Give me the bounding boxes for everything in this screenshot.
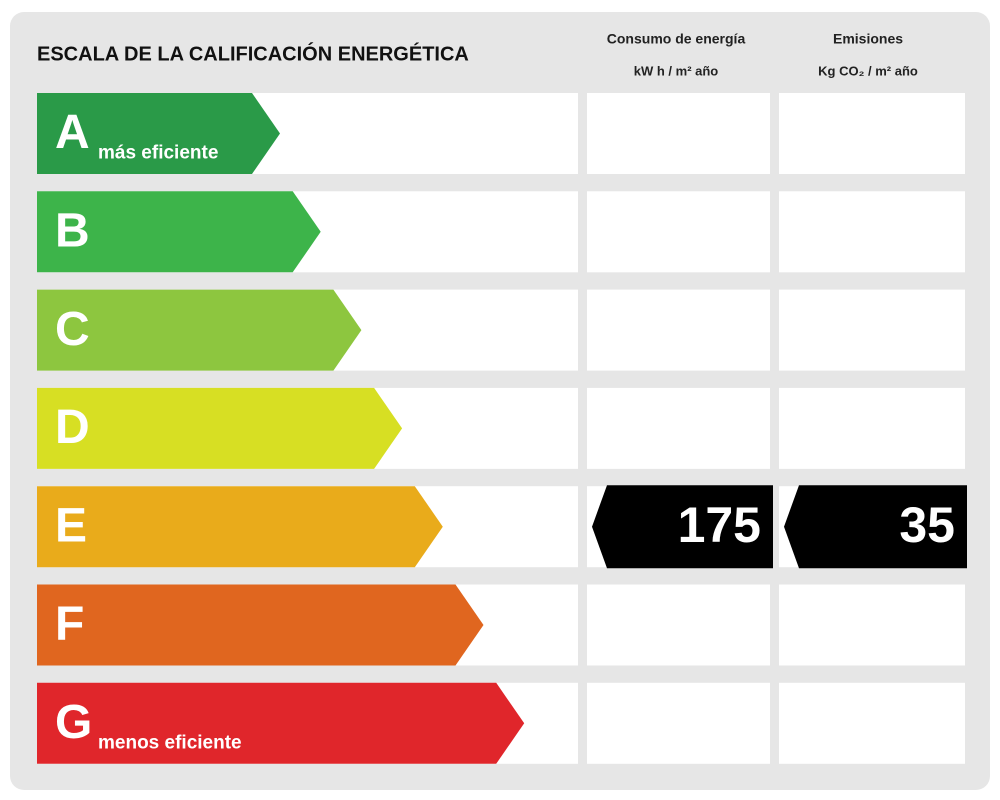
column-title: Emisiones bbox=[833, 31, 903, 47]
title: ESCALA DE LA CALIFICACIÓN ENERGÉTICA bbox=[37, 41, 469, 65]
value-cell bbox=[587, 682, 770, 764]
rating-arrow bbox=[37, 93, 280, 174]
rating-letter: B bbox=[55, 204, 90, 257]
rating-letter: G bbox=[55, 696, 92, 749]
column-title: Consumo de energía bbox=[607, 31, 746, 47]
rating-arrow bbox=[37, 387, 403, 469]
value-cell bbox=[779, 584, 965, 666]
value-cell bbox=[587, 584, 770, 666]
value-cell bbox=[779, 289, 965, 371]
value-cell bbox=[587, 93, 770, 174]
rating-note: más eficiente bbox=[98, 143, 218, 164]
value-label: 175 bbox=[678, 497, 761, 553]
rating-letter: E bbox=[55, 499, 87, 552]
value-cell bbox=[779, 682, 965, 764]
value-cell bbox=[587, 191, 770, 273]
value-cell bbox=[779, 191, 965, 273]
value-pointer bbox=[592, 485, 773, 569]
rating-letter: A bbox=[55, 106, 90, 159]
rating-letter: C bbox=[55, 303, 90, 356]
rating-arrow bbox=[37, 486, 443, 568]
rating-arrow bbox=[37, 584, 484, 666]
column-unit: kW h / m² año bbox=[634, 63, 719, 78]
column-unit: Kg CO₂ / m² año bbox=[818, 63, 918, 78]
rating-note: menos eficiente bbox=[98, 732, 242, 753]
value-cell bbox=[587, 387, 770, 469]
value-label: 35 bbox=[899, 497, 955, 553]
rating-letter: F bbox=[55, 598, 84, 651]
value-cell bbox=[779, 387, 965, 469]
value-cell bbox=[587, 289, 770, 371]
rating-arrow bbox=[37, 289, 362, 371]
value-cell bbox=[779, 93, 965, 174]
rating-letter: D bbox=[55, 401, 90, 454]
value-pointer bbox=[784, 485, 967, 569]
rating-arrow bbox=[37, 682, 525, 764]
rating-arrow bbox=[37, 191, 321, 273]
